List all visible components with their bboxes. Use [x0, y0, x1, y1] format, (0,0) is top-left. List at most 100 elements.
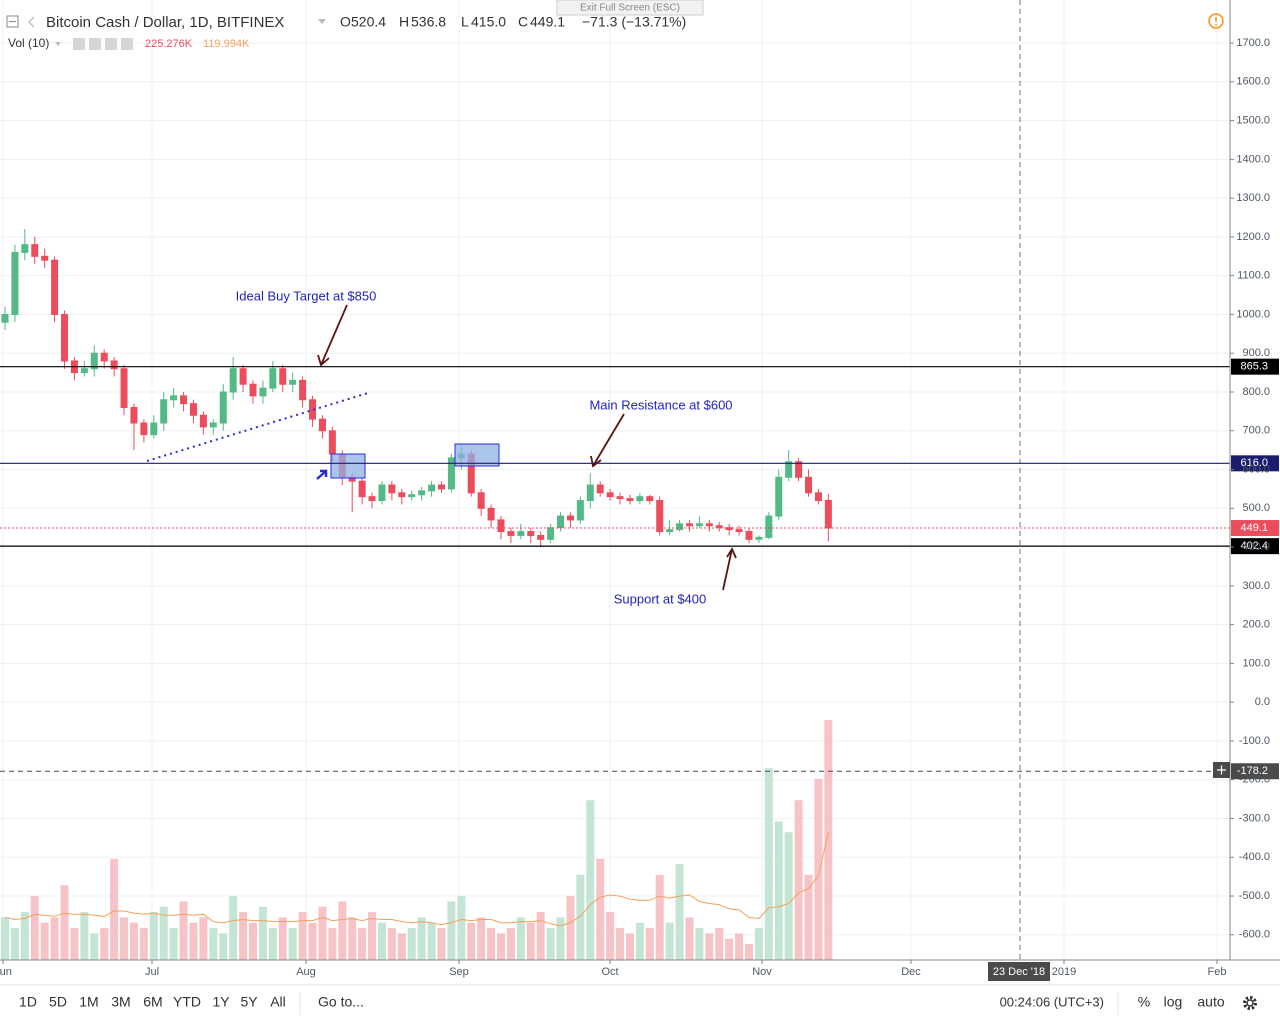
time-axis: Jun Jul Aug Sep Oct Nov Dec 2019 Feb: [0, 960, 1226, 978]
exit-fullscreen-label: Exit Full Screen (ESC): [580, 3, 680, 14]
candle-body: [785, 461, 793, 478]
volume-bar: [705, 933, 714, 960]
candle-body: [824, 499, 832, 529]
candle-body: [299, 379, 307, 401]
candle-body: [705, 523, 713, 527]
range-button[interactable]: 5Y: [240, 994, 258, 1010]
highlight-box: [330, 453, 366, 479]
ohlc-value: 520.4: [351, 14, 386, 30]
volume-bar: [635, 922, 644, 960]
range-button[interactable]: 1Y: [212, 994, 230, 1010]
study-button[interactable]: [89, 38, 101, 50]
volume-bar: [288, 928, 297, 960]
volume-bar: [358, 928, 367, 960]
volume-bar: [199, 917, 208, 960]
candle-body: [259, 387, 267, 397]
range-button[interactable]: 6M: [143, 994, 162, 1010]
range-button[interactable]: All: [270, 994, 286, 1010]
candle-body: [31, 244, 39, 257]
volume-bar: [149, 912, 158, 960]
ohlc-value: 536.8: [411, 14, 446, 30]
symbol-title: Bitcoin Cash / Dollar, 1D, BITFINEX: [46, 14, 284, 31]
y-tick-label: -600.0: [1239, 929, 1270, 941]
x-tick-label: Jul: [145, 966, 159, 978]
range-button[interactable]: 5D: [49, 994, 67, 1010]
candle-body: [80, 368, 88, 374]
candle-body: [418, 490, 426, 496]
candle-body: [735, 529, 743, 533]
volume-bar: [695, 928, 704, 960]
ohlc-value: 415.0: [471, 14, 506, 30]
candle-body: [646, 496, 654, 502]
auto-toggle[interactable]: auto: [1197, 994, 1224, 1010]
y-tick-label: 1300.0: [1236, 192, 1270, 204]
candle-body: [289, 379, 297, 385]
volume-bar: [536, 912, 545, 960]
y-tick-label: 400.0: [1242, 541, 1270, 553]
volume-bar: [665, 922, 674, 960]
arrow: [722, 547, 737, 591]
candle-body: [199, 414, 207, 428]
candle-body: [676, 523, 684, 531]
candle-body: [269, 368, 277, 389]
volume-bar: [10, 928, 19, 960]
crosshair-time-label: 23 Dec '18: [993, 966, 1045, 978]
y-tick-label: -300.0: [1239, 812, 1270, 824]
grid: [0, 0, 1230, 960]
x-tick-label: Oct: [601, 966, 618, 978]
y-tick-label: 800.0: [1242, 386, 1270, 398]
price-axis: 1700.0 1600.0 1500.0 1400.0 1300.0 1200.0 1100…: [1230, 37, 1270, 941]
candle-body: [368, 496, 376, 502]
ohlc-value: 449.1: [530, 14, 565, 30]
candle-body: [586, 484, 594, 502]
collapse-icon[interactable]: [6, 15, 19, 28]
log-toggle[interactable]: log: [1164, 994, 1183, 1010]
settings-icon[interactable]: [1243, 996, 1257, 1010]
volume-bar: [249, 922, 257, 960]
clock: 00:24:06 (UTC+3): [1000, 994, 1104, 1009]
y-tick-label: -200.0: [1239, 774, 1270, 786]
volume-bar: [784, 832, 793, 960]
volume-ma-line: [4, 832, 829, 927]
volume-bar: [129, 922, 138, 960]
exit-fullscreen[interactable]: [556, 0, 704, 16]
candle-body: [229, 368, 237, 393]
toolbar-items: 1D 5D 1M 3M 6M YTD 1Y 5Y All: [19, 994, 286, 1010]
range-button[interactable]: 1D: [19, 994, 37, 1010]
volume-bar: [179, 901, 188, 960]
goto-button[interactable]: Go to...: [318, 994, 364, 1010]
candle-body: [596, 484, 604, 494]
volume-bar: [774, 821, 783, 960]
percent-toggle[interactable]: %: [1138, 994, 1150, 1010]
volume-bar: [368, 912, 377, 960]
price-label-bg: [1231, 455, 1279, 472]
candle-body: [61, 313, 69, 362]
volume-bar: [477, 917, 486, 960]
candle-body: [537, 534, 545, 540]
volume-bar: [457, 896, 466, 960]
warning-icon[interactable]: [1208, 13, 1224, 29]
candle-body: [170, 395, 178, 401]
x-tick-label: Nov: [752, 966, 772, 978]
study-button[interactable]: [73, 38, 85, 50]
volume-bar: [625, 933, 634, 960]
study-button[interactable]: [121, 38, 133, 50]
range-button[interactable]: 3M: [111, 994, 130, 1010]
volume-bar: [685, 917, 694, 960]
price-label: 449.1: [1240, 522, 1268, 534]
candle-body: [775, 476, 783, 517]
range-button[interactable]: YTD: [173, 994, 201, 1010]
volume-bar: [487, 928, 496, 960]
volume-bar: [506, 928, 515, 960]
candle-body: [606, 492, 614, 498]
y-tick-label: 1600.0: [1236, 76, 1270, 88]
y-tick-label: 100.0: [1242, 657, 1270, 669]
volume-bar: [100, 928, 109, 960]
candle-body: [745, 531, 753, 540]
volume-bar: [576, 874, 585, 960]
study-button[interactable]: [105, 38, 117, 50]
candle-body: [408, 494, 416, 498]
range-button[interactable]: 1M: [79, 994, 98, 1010]
warning-icon-dot: [1215, 24, 1217, 26]
